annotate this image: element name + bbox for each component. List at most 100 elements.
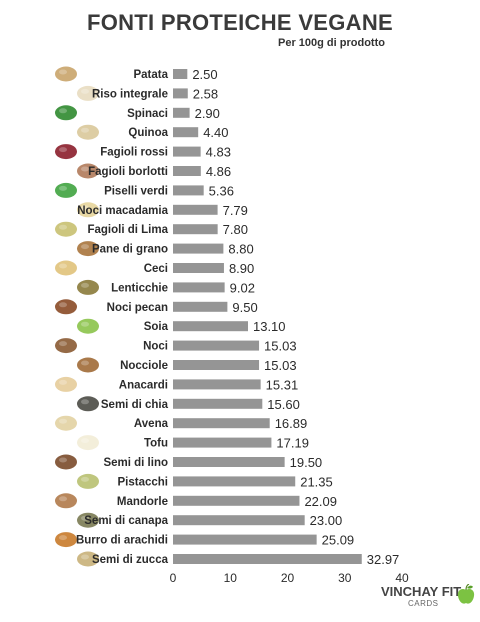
almond-icon-highlight: [59, 496, 67, 502]
quinoa-icon-highlight: [81, 127, 89, 133]
tofu-icon-highlight: [81, 438, 89, 444]
value-label-lenticchie: 9.02: [230, 280, 255, 295]
bar-noci-macadamia: [173, 204, 218, 215]
chickpeas-icon-highlight: [59, 263, 67, 269]
value-label-nocciole: 15.03: [264, 358, 297, 373]
oats-icon-highlight: [59, 418, 67, 424]
spinach-icon: [55, 105, 77, 121]
soy-icon-highlight: [81, 321, 89, 327]
bar-riso-integrale: [173, 88, 188, 99]
category-label-tofu: Tofu: [144, 438, 168, 450]
value-label-pistacchi: 21.35: [300, 474, 333, 489]
soy-icon: [77, 318, 99, 334]
value-label-patata: 2.50: [192, 67, 217, 82]
category-label-patata: Patata: [133, 69, 168, 81]
value-label-fagioli-rossi: 4.83: [206, 145, 231, 160]
peanut-butter-icon-highlight: [59, 535, 67, 541]
category-label-ceci: Ceci: [144, 263, 168, 275]
bar-noci: [173, 340, 260, 351]
pumpkin-seeds-icon: [77, 551, 99, 567]
value-label-pane-di-grano: 8.80: [228, 242, 253, 257]
bar-pistacchi: [173, 476, 296, 487]
value-label-fagioli-di-lima: 7.80: [223, 222, 248, 237]
page-subtitle: Per 100g di prodotto: [278, 37, 385, 49]
borlotti-beans-icon: [77, 163, 99, 179]
red-beans-icon-highlight: [59, 147, 67, 153]
hazelnut-icon-highlight: [81, 360, 89, 366]
value-label-noci-pecan: 9.50: [232, 300, 257, 315]
macadamia-icon: [77, 202, 99, 218]
hazelnut-icon: [77, 357, 99, 373]
value-label-tofu: 17.19: [276, 436, 309, 451]
value-label-anacardi: 15.31: [266, 377, 299, 392]
cashew-icon: [55, 376, 77, 392]
peanut-butter-icon: [55, 532, 77, 548]
apple-icon: [457, 584, 475, 604]
quinoa-icon: [77, 124, 99, 140]
x-tick-label-40: 40: [395, 571, 409, 585]
borlotti-beans-icon-highlight: [81, 166, 89, 172]
flax-seeds-icon-highlight: [59, 457, 67, 463]
green-peas-icon: [55, 182, 77, 198]
category-label-piselli-verdi: Piselli verdi: [104, 185, 168, 197]
category-label-noci: Noci: [143, 341, 168, 353]
category-label-riso-integrale: Riso integrale: [92, 88, 168, 100]
category-label-fagioli-rossi: Fagioli rossi: [100, 147, 168, 159]
green-peas-icon-highlight: [59, 185, 67, 191]
value-label-fagioli-borlotti: 4.86: [206, 164, 231, 179]
category-label-avena: Avena: [134, 418, 169, 430]
rice-icon-highlight: [81, 88, 89, 94]
x-tick-label-10: 10: [224, 571, 238, 585]
walnut-icon-highlight: [59, 341, 67, 347]
brand-name: VINCHAY FIT: [381, 584, 462, 599]
value-label-quinoa: 4.40: [203, 125, 228, 140]
pistachio-icon-highlight: [81, 476, 89, 482]
bar-piselli-verdi: [173, 185, 204, 196]
bar-lenticchie: [173, 282, 225, 293]
bread-icon: [77, 241, 99, 257]
bar-anacardi: [173, 379, 261, 390]
value-label-piselli-verdi: 5.36: [209, 183, 234, 198]
bar-semi-di-canapa: [173, 515, 305, 526]
tofu-icon: [77, 435, 99, 451]
bar-fagioli-borlotti: [173, 166, 201, 176]
chia-seeds-icon: [77, 396, 99, 412]
bar-semi-di-chia: [173, 398, 263, 409]
bar-burro-di-arachidi: [173, 534, 317, 545]
almond-icon: [55, 493, 77, 509]
red-beans-icon: [55, 144, 77, 160]
bar-ceci: [173, 263, 224, 273]
bar-fagioli-rossi: [173, 146, 201, 157]
value-label-semi-di-chia: 15.60: [267, 397, 300, 412]
pecan-icon-highlight: [59, 302, 67, 308]
bar-fagioli-di-lima: [173, 224, 218, 235]
walnut-icon: [55, 338, 77, 354]
hemp-seeds-icon-highlight: [81, 515, 89, 521]
category-label-pistacchi: Pistacchi: [118, 476, 169, 488]
category-label-noci-macadamia: Noci macadamia: [77, 205, 168, 217]
value-label-semi-di-zucca: 32.97: [367, 552, 400, 567]
x-tick-label-30: 30: [338, 571, 352, 585]
category-label-pane-di-grano: Pane di grano: [92, 244, 168, 256]
cashew-icon-highlight: [59, 379, 67, 385]
chickpeas-icon: [55, 260, 77, 276]
bar-nocciole: [173, 360, 260, 370]
value-label-soia: 13.10: [253, 319, 286, 334]
category-label-soia: Soia: [144, 321, 169, 333]
category-label-quinoa: Quinoa: [128, 127, 168, 139]
lentils-icon: [77, 279, 99, 295]
potato-icon: [55, 66, 77, 82]
x-tick-label-20: 20: [281, 571, 295, 585]
pistachio-icon: [77, 473, 99, 489]
chia-seeds-icon-highlight: [81, 399, 89, 405]
category-label-burro-di-arachidi: Burro di arachidi: [76, 535, 168, 547]
macadamia-icon-highlight: [81, 205, 89, 211]
category-label-semi-di-canapa: Semi di canapa: [84, 515, 168, 527]
value-label-noci-macadamia: 7.79: [223, 203, 248, 218]
category-label-fagioli-borlotti: Fagioli borlotti: [88, 166, 168, 178]
value-label-riso-integrale: 2.58: [193, 86, 218, 101]
rice-icon: [77, 85, 99, 101]
lima-beans-icon: [55, 221, 77, 237]
category-label-semi-di-chia: Semi di chia: [101, 399, 169, 411]
